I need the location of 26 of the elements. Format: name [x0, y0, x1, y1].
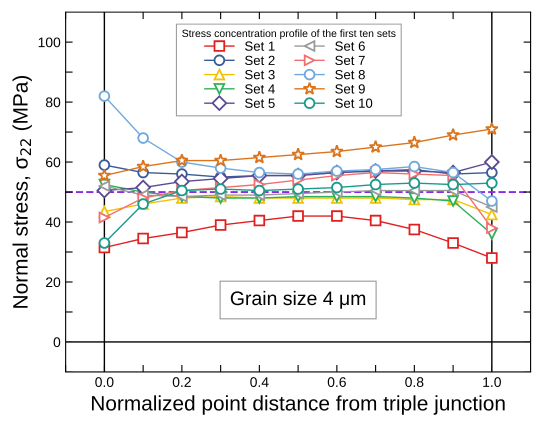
legend-label: Set 7	[335, 56, 365, 66]
x-tick-label: 1.0	[483, 377, 501, 388]
legend-label: Set 4	[245, 84, 275, 94]
legend-label: Set 1	[245, 41, 275, 51]
y-axis-title: Normal stress, σ$_{22}$ (MPa)	[12, 76, 32, 308]
annotation: Grain size 4 μm	[230, 290, 366, 309]
y-tick-label: 40	[46, 217, 60, 228]
legend-label: Set 3	[245, 70, 275, 80]
legend-label: Set 8	[335, 70, 365, 80]
x-tick-label: 0.4	[250, 377, 269, 388]
y-tick-label: 0	[54, 337, 60, 348]
x-tick-label: 0.2	[172, 377, 191, 388]
y-tick-label: 60	[46, 157, 60, 168]
legend-label: Set 5	[245, 98, 275, 108]
y-tick-label: 100	[38, 37, 60, 48]
legend-title: Stress concentration profile of the first ten sets	[182, 29, 396, 40]
x-axis-title: Normalized point distance from triple junction	[92, 395, 505, 415]
x-tick-label: 0.8	[405, 377, 424, 388]
legend-label: Set 2	[245, 56, 275, 66]
legend-label: Set 9	[335, 84, 365, 94]
y-tick-label: 20	[46, 277, 60, 288]
y-tick-label: 80	[46, 97, 60, 108]
x-tick-label: 0.6	[328, 377, 346, 388]
legend-label: Set 6	[335, 41, 365, 51]
legend-label: Set 10	[335, 98, 372, 108]
x-tick-label: 0.0	[95, 377, 114, 388]
